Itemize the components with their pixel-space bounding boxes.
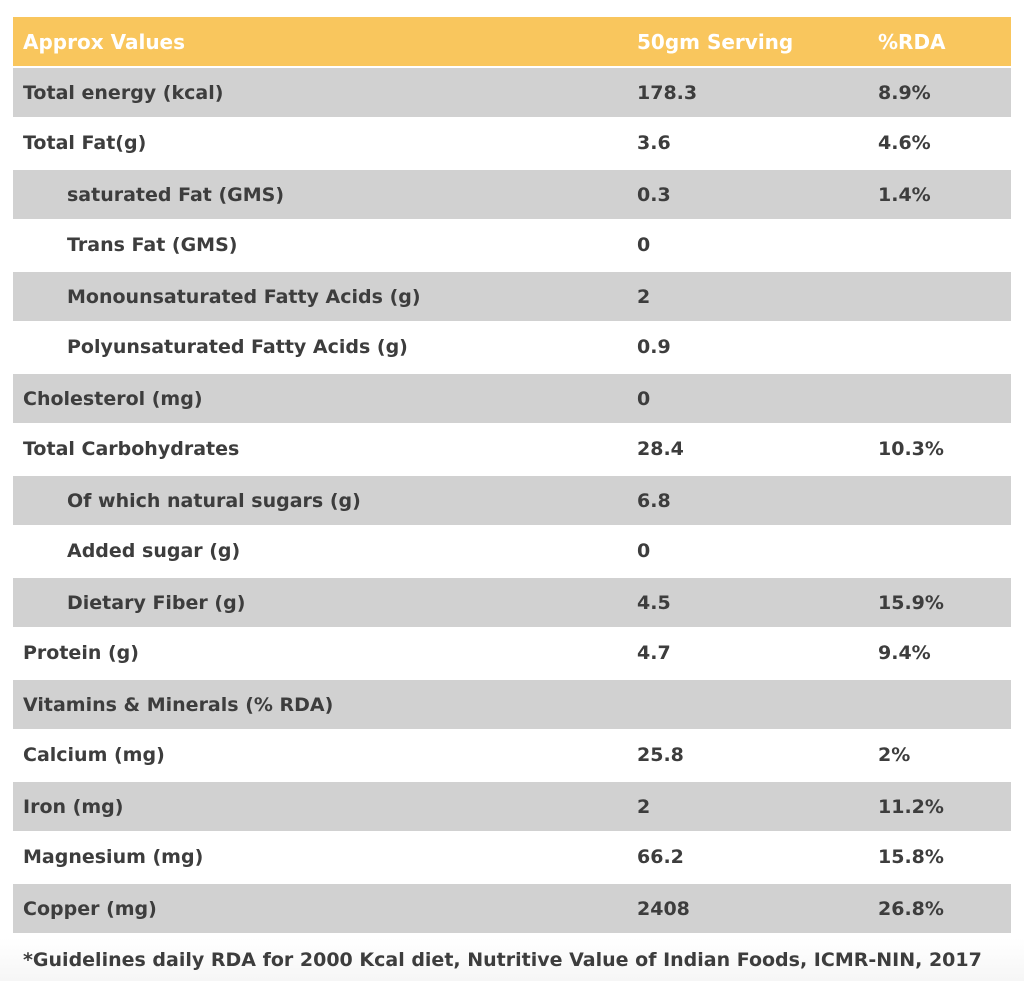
- rda-value: 15.9%: [878, 591, 944, 614]
- row-label: Dietary Fiber (g): [67, 591, 246, 614]
- header-rda: %RDA: [878, 29, 946, 54]
- rda-value: 11.2%: [878, 795, 944, 818]
- serving-value: 4.5: [637, 591, 671, 614]
- serving-value: 2: [637, 795, 651, 818]
- rda-value: 9.4%: [878, 641, 931, 664]
- row-label: saturated Fat (GMS): [67, 183, 285, 206]
- rda-value: 1.4%: [878, 183, 931, 206]
- row-label: Magnesium (mg): [23, 845, 204, 868]
- rda-guideline-footnote: *Guidelines daily RDA for 2000 Kcal diet…: [0, 938, 1024, 981]
- serving-value: 0.3: [637, 183, 671, 206]
- row-monounsaturated-fat: Monounsaturated Fatty Acids (g) 2: [13, 270, 1011, 321]
- row-protein: Protein (g) 4.7 9.4%: [13, 627, 1011, 678]
- rda-value: 10.3%: [878, 437, 944, 460]
- rda-value: 2%: [878, 743, 911, 766]
- serving-value: 0: [637, 387, 651, 410]
- header-approx-values: Approx Values: [23, 29, 186, 54]
- table-header-row: Approx Values 50gm Serving %RDA: [13, 17, 1011, 66]
- nutrition-table: Approx Values 50gm Serving %RDA Total en…: [13, 17, 1011, 933]
- row-label: Total Fat(g): [23, 131, 147, 154]
- row-natural-sugars: Of which natural sugars (g) 6.8: [13, 474, 1011, 525]
- row-magnesium: Magnesium (mg) 66.2 15.8%: [13, 831, 1011, 882]
- row-label: Trans Fat (GMS): [67, 233, 238, 256]
- row-label: Calcium (mg): [23, 743, 165, 766]
- rda-value: 4.6%: [878, 131, 931, 154]
- rda-value: 8.9%: [878, 81, 931, 104]
- serving-value: 0: [637, 233, 651, 256]
- serving-value: 2: [637, 285, 651, 308]
- header-serving: 50gm Serving: [637, 29, 794, 54]
- serving-value: 0.9: [637, 335, 671, 358]
- row-copper: Copper (mg) 2408 26.8%: [13, 882, 1011, 933]
- row-label: Of which natural sugars (g): [67, 489, 361, 512]
- serving-value: 3.6: [637, 131, 671, 154]
- row-label: Cholesterol (mg): [23, 387, 203, 410]
- row-polyunsaturated-fat: Polyunsaturated Fatty Acids (g) 0.9: [13, 321, 1011, 372]
- row-label: Monounsaturated Fatty Acids (g): [67, 285, 421, 308]
- serving-value: 66.2: [637, 845, 684, 868]
- row-vitamins-minerals-section: Vitamins & Minerals (% RDA): [13, 678, 1011, 729]
- row-label: Added sugar (g): [67, 539, 241, 562]
- serving-value: 4.7: [637, 641, 671, 664]
- row-saturated-fat: saturated Fat (GMS) 0.3 1.4%: [13, 168, 1011, 219]
- row-label: Polyunsaturated Fatty Acids (g): [67, 335, 408, 358]
- rda-value: 26.8%: [878, 897, 944, 920]
- row-cholesterol: Cholesterol (mg) 0: [13, 372, 1011, 423]
- serving-value: 25.8: [637, 743, 684, 766]
- row-label: Total Carbohydrates: [23, 437, 240, 460]
- serving-value: 178.3: [637, 81, 698, 104]
- row-calcium: Calcium (mg) 25.8 2%: [13, 729, 1011, 780]
- section-title: Vitamins & Minerals (% RDA): [23, 693, 334, 716]
- row-total-fat: Total Fat(g) 3.6 4.6%: [13, 117, 1011, 168]
- serving-value: 28.4: [637, 437, 684, 460]
- row-total-energy: Total energy (kcal) 178.3 8.9%: [13, 66, 1011, 117]
- row-total-carbohydrates: Total Carbohydrates 28.4 10.3%: [13, 423, 1011, 474]
- row-label: Iron (mg): [23, 795, 124, 818]
- serving-value: 0: [637, 539, 651, 562]
- rda-value: 15.8%: [878, 845, 944, 868]
- serving-value: 2408: [637, 897, 690, 920]
- serving-value: 6.8: [637, 489, 671, 512]
- row-label: Total energy (kcal): [23, 81, 224, 104]
- row-trans-fat: Trans Fat (GMS) 0: [13, 219, 1011, 270]
- row-dietary-fiber: Dietary Fiber (g) 4.5 15.9%: [13, 576, 1011, 627]
- row-label: Protein (g): [23, 641, 139, 664]
- row-added-sugar: Added sugar (g) 0: [13, 525, 1011, 576]
- row-iron: Iron (mg) 2 11.2%: [13, 780, 1011, 831]
- row-label: Copper (mg): [23, 897, 157, 920]
